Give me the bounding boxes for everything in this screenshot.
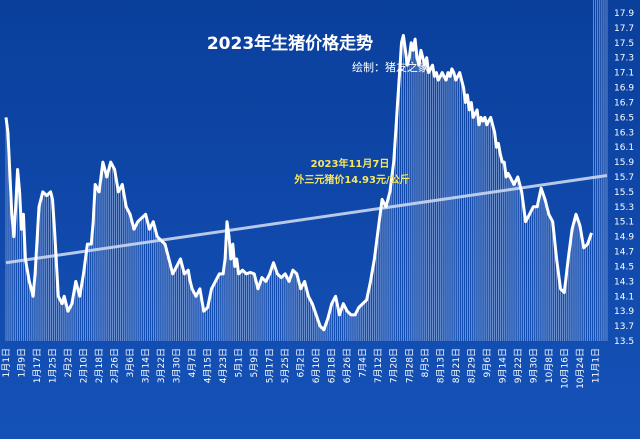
x-tick-label: 3月14日 — [141, 348, 152, 383]
annotation-date: 2023年11月7日 — [311, 157, 390, 170]
y-tick-label: 16.7 — [614, 98, 634, 108]
x-tick-label: 9月30日 — [528, 348, 539, 383]
y-tick-label: 15.7 — [614, 173, 634, 183]
x-tick-label: 1月17日 — [32, 348, 43, 383]
x-tick-label: 8月21日 — [451, 348, 462, 383]
x-tick-label: 2月10日 — [79, 348, 90, 383]
x-tick-label: 9月6日 — [482, 348, 493, 377]
x-tick-label: 6月2日 — [296, 348, 307, 377]
y-tick-label: 16.9 — [614, 84, 634, 94]
x-tick-label: 7月4日 — [358, 348, 369, 377]
y-tick-label: 16.3 — [614, 128, 634, 138]
chart-subtitle: 绘制：猪友之家 — [352, 60, 429, 74]
x-tick-label: 5月9日 — [249, 348, 260, 377]
x-tick-label: 6月10日 — [311, 348, 322, 383]
y-tick-label: 16.5 — [614, 113, 634, 123]
y-tick-label: 17.1 — [614, 69, 634, 79]
x-tick-label: 9月22日 — [513, 348, 524, 383]
y-tick-label: 13.9 — [614, 307, 634, 317]
y-tick-label: 14.9 — [614, 233, 634, 243]
x-tick-label: 2月26日 — [110, 348, 121, 383]
y-tick-label: 13.5 — [614, 337, 634, 347]
x-tick-label: 3月22日 — [156, 348, 167, 383]
x-tick-label: 3月30日 — [172, 348, 183, 383]
y-tick-label: 14.1 — [614, 292, 634, 302]
y-tick-label: 15.9 — [614, 158, 634, 168]
x-tick-label: 4月7日 — [187, 348, 198, 377]
x-tick-label: 4月23日 — [218, 348, 229, 383]
x-tick-label: 9月14日 — [497, 348, 508, 383]
annotation-text: 外三元猪价14.93元/公斤 — [293, 173, 409, 186]
x-tick-label: 10月24日 — [575, 348, 586, 389]
y-tick-label: 17.3 — [614, 54, 634, 64]
x-tick-label: 10月16日 — [559, 348, 570, 389]
x-tick-label: 5月17日 — [265, 348, 276, 383]
x-tick-label: 7月12日 — [373, 348, 384, 383]
y-tick-label: 17.9 — [614, 9, 634, 19]
x-tick-label: 5月25日 — [280, 348, 291, 383]
y-tick-label: 14.7 — [614, 248, 634, 258]
x-tick-label: 6月26日 — [342, 348, 353, 383]
x-tick-label: 1月9日 — [17, 348, 28, 377]
price-line — [4, 33, 593, 332]
x-tick-label: 8月13日 — [435, 348, 446, 383]
x-tick-label: 8月29日 — [466, 348, 477, 383]
chart-title: 2023年生猪价格走势 — [207, 33, 373, 54]
x-tick-label: 1月25日 — [48, 348, 59, 383]
y-tick-label: 15.5 — [614, 188, 634, 198]
x-tick-label: 2月18日 — [94, 348, 105, 383]
x-tick-label: 4月15日 — [203, 348, 214, 383]
y-tick-label: 16.1 — [614, 143, 634, 153]
y-tick-label: 17.5 — [614, 39, 634, 49]
x-tick-label: 5月1日 — [234, 348, 245, 377]
trend-line — [5, 174, 608, 265]
y-tick-label: 13.7 — [614, 322, 634, 332]
x-tick-label: 1月1日 — [1, 348, 12, 377]
y-tick-label: 14.3 — [614, 277, 634, 287]
x-tick-label: 7月20日 — [389, 348, 400, 383]
y-tick-label: 17.7 — [614, 24, 634, 34]
x-tick-label: 11月1日 — [590, 348, 601, 383]
x-tick-label: 8月5日 — [420, 348, 431, 377]
y-tick-label: 15.3 — [614, 203, 634, 213]
y-tick-label: 15.1 — [614, 218, 634, 228]
y-tick-label: 14.5 — [614, 262, 634, 272]
x-tick-label: 2月2日 — [63, 348, 74, 377]
x-tick-label: 10月8日 — [544, 348, 555, 383]
x-tick-label: 7月28日 — [404, 348, 415, 383]
x-tick-label: 3月6日 — [125, 348, 136, 377]
x-tick-label: 6月18日 — [327, 348, 338, 383]
